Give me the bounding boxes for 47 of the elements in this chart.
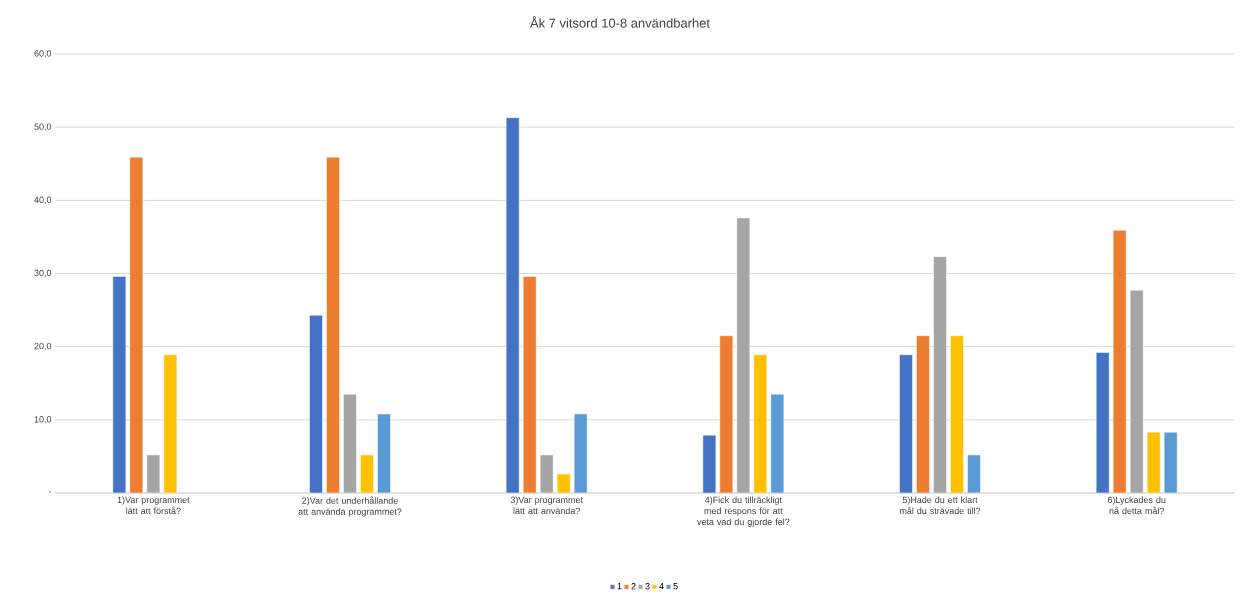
y-tick-label: 10,0 bbox=[34, 416, 52, 424]
bar bbox=[343, 393, 357, 493]
bar bbox=[146, 454, 161, 493]
y-tick-label: 50,0 bbox=[34, 123, 52, 131]
y-tick-label: 60,0 bbox=[34, 50, 52, 58]
x-tick-label: 6)Lyckades du nå detta mål? bbox=[1107, 496, 1166, 515]
x-tick-label: 5)Hade du ett klart mål du strävade till? bbox=[899, 496, 981, 515]
legend-label: 5 bbox=[673, 583, 678, 590]
bar bbox=[1129, 290, 1144, 493]
bar bbox=[112, 276, 127, 493]
bar bbox=[129, 156, 144, 493]
bar bbox=[916, 335, 930, 493]
legend-label: 3 bbox=[645, 583, 650, 590]
bar bbox=[522, 276, 537, 493]
bar bbox=[719, 335, 734, 493]
bar bbox=[1146, 432, 1161, 493]
bar bbox=[770, 393, 785, 493]
bar bbox=[736, 217, 751, 493]
bar bbox=[163, 354, 178, 493]
bar bbox=[702, 434, 717, 493]
x-tick-label: 2)Var det underhållande att använda programmet? bbox=[298, 496, 402, 517]
chart-title: Åk 7 vitsord 10-8 användbarhet bbox=[530, 16, 710, 28]
bar bbox=[360, 454, 374, 493]
bar bbox=[556, 473, 571, 493]
x-tick-label: 4)Fick du tillräckligt med respons för att veta vad du gjorde fel? bbox=[697, 496, 790, 527]
x-tick-label: 1)Var programmet lätt att förstå? bbox=[117, 496, 190, 515]
y-tick-label: 30,0 bbox=[34, 269, 52, 278]
bar bbox=[326, 156, 340, 493]
bar bbox=[573, 413, 588, 493]
bar bbox=[1095, 352, 1110, 493]
bar bbox=[539, 454, 554, 493]
x-tick-label: 3)Var programmet lätt att använda? bbox=[510, 496, 583, 515]
legend-label: 1 bbox=[617, 583, 622, 590]
bar bbox=[1112, 230, 1127, 493]
bar bbox=[899, 354, 913, 493]
y-tick-label: 40,0 bbox=[34, 196, 52, 205]
legend-label: 4 bbox=[659, 583, 664, 590]
bar bbox=[377, 413, 391, 493]
legend-label: 2 bbox=[631, 583, 636, 590]
bar bbox=[505, 117, 520, 493]
y-tick-label: 20,0 bbox=[34, 342, 52, 351]
bar bbox=[950, 335, 964, 493]
bar bbox=[933, 256, 947, 493]
y-tick-label: - bbox=[48, 491, 52, 493]
bar bbox=[1163, 432, 1178, 493]
bar bbox=[309, 314, 323, 493]
bar bbox=[753, 354, 768, 493]
